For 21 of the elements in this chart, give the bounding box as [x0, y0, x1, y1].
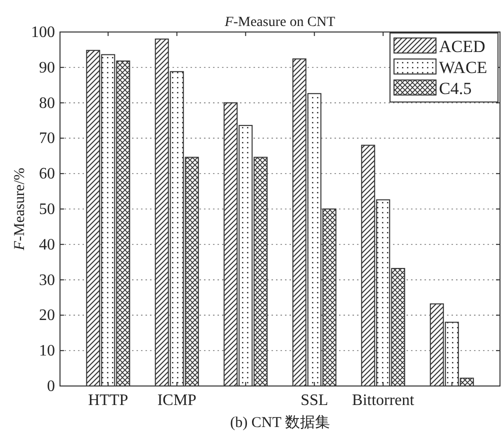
y-tick-label: 40 — [39, 236, 55, 254]
x-tick-label: ICMP — [157, 392, 197, 409]
y-axis-title: F-Measure/% — [12, 168, 28, 252]
y-tick-label: 70 — [39, 130, 55, 148]
legend-label: C4.5 — [439, 79, 472, 98]
legend-label: WACE — [439, 58, 488, 77]
chart-title: F-Measure on CNT — [224, 15, 336, 30]
x-tick-label: HTTP — [88, 392, 128, 409]
x-tick-label: Bittorrent — [352, 392, 415, 409]
y-tick-label: 60 — [39, 166, 55, 183]
x-tick-label: SSL — [300, 392, 328, 409]
y-tick-label: 100 — [31, 24, 55, 41]
y-tick-label: 80 — [39, 94, 55, 112]
y-tick-label: 50 — [39, 201, 55, 218]
y-tick-label: 0 — [47, 378, 55, 395]
y-tick-label: 10 — [39, 342, 55, 360]
text: (b) CNT 数据集 — [230, 414, 330, 431]
y-tick-label: 30 — [39, 272, 55, 289]
legend-label: ACED — [439, 37, 486, 56]
y-tick-label: 90 — [39, 59, 55, 76]
y-tick-label: 20 — [39, 307, 55, 324]
